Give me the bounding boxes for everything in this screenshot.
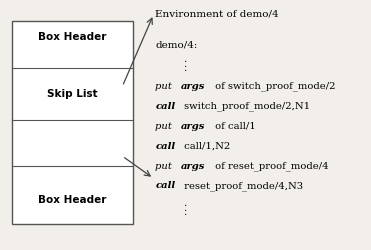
Text: call: call [155,182,175,190]
Text: Box Header: Box Header [38,32,107,42]
Text: Skip List: Skip List [47,89,98,99]
Text: call: call [155,102,175,111]
Bar [12,20,133,225]
Text: switch_proof_mode/2,N1: switch_proof_mode/2,N1 [181,102,311,111]
Text: put: put [155,122,175,131]
Text: reset_proof_mode/4,N3: reset_proof_mode/4,N3 [181,181,303,191]
Text: .: . [183,204,187,213]
Text: call: call [155,142,175,151]
Text: of switch_proof_mode/2: of switch_proof_mode/2 [212,82,336,91]
Text: call/1,N2: call/1,N2 [181,142,230,151]
Text: args: args [181,122,206,131]
Text: .: . [183,208,187,217]
Text: .: . [183,64,187,73]
Text: .: . [183,199,187,208]
Text: of reset_proof_mode/4: of reset_proof_mode/4 [212,161,329,171]
Text: .: . [183,60,187,68]
Text: put: put [155,82,175,91]
Text: args: args [181,162,206,170]
Text: args: args [181,82,206,91]
Text: .: . [183,55,187,64]
Text: put: put [155,162,175,170]
Text: Environment of demo/4: Environment of demo/4 [155,10,279,19]
Text: Box Header: Box Header [38,194,107,204]
Text: demo/4:: demo/4: [155,41,198,50]
Text: of call/1: of call/1 [212,122,256,131]
